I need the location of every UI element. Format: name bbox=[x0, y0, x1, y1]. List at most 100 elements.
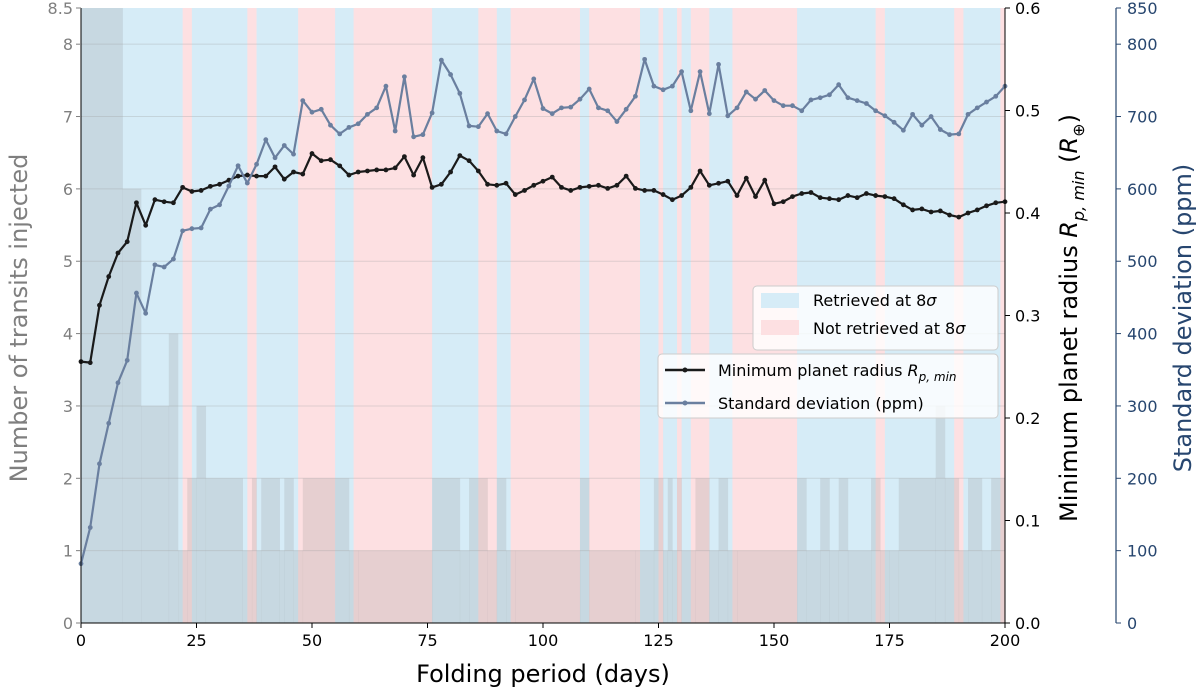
legend-label-not-retrieved: Not retrieved at 8σ bbox=[813, 319, 966, 338]
histogram-bar bbox=[141, 405, 170, 623]
radius-point bbox=[762, 177, 768, 183]
radius-point bbox=[559, 184, 564, 190]
radius-point bbox=[614, 182, 620, 188]
std-point bbox=[152, 262, 158, 268]
histogram-bar bbox=[432, 478, 461, 623]
radius-point bbox=[97, 302, 102, 308]
std-point bbox=[291, 151, 296, 157]
x-tick-label: 75 bbox=[417, 631, 437, 650]
histogram-bar bbox=[838, 478, 849, 623]
radius-point bbox=[725, 178, 731, 184]
left-tick-label: 6 bbox=[63, 180, 73, 199]
histogram-bar bbox=[284, 478, 294, 623]
std-point bbox=[762, 88, 768, 93]
histogram-bar bbox=[635, 550, 655, 623]
radius-point bbox=[633, 186, 638, 191]
std-point bbox=[882, 113, 888, 119]
std-point bbox=[180, 228, 186, 234]
histogram-bar bbox=[829, 550, 839, 623]
histogram-bar bbox=[196, 405, 207, 623]
std-point bbox=[651, 83, 657, 89]
radius-point bbox=[161, 199, 167, 205]
left-tick-label: 8 bbox=[63, 35, 73, 54]
std-point bbox=[374, 105, 380, 111]
std-point bbox=[697, 69, 703, 75]
region-retrieved bbox=[579, 8, 590, 623]
std-point bbox=[402, 74, 407, 80]
radius-point bbox=[522, 188, 527, 193]
x-tick-label: 0 bbox=[76, 631, 86, 650]
std-point bbox=[891, 119, 897, 125]
histogram-bar bbox=[178, 550, 188, 623]
radius-point bbox=[134, 200, 139, 206]
radius-point bbox=[272, 164, 278, 170]
std-point bbox=[633, 93, 638, 99]
std-point bbox=[743, 89, 749, 95]
radius-point bbox=[688, 184, 694, 190]
std-point bbox=[706, 111, 712, 117]
std-point bbox=[115, 380, 121, 386]
std-point bbox=[836, 82, 842, 88]
std-point bbox=[143, 310, 149, 316]
histogram-bar bbox=[205, 478, 243, 623]
radius-point bbox=[198, 188, 204, 193]
std-point bbox=[97, 461, 102, 467]
radius-point bbox=[429, 184, 435, 190]
region-retrieved bbox=[191, 8, 248, 623]
std-point bbox=[420, 132, 426, 138]
histogram-bar bbox=[871, 478, 881, 623]
legend-label-retrieved: Retrieved at 8σ bbox=[813, 291, 937, 310]
radius-point bbox=[577, 184, 583, 190]
radius-point bbox=[669, 197, 675, 203]
histogram-bar bbox=[718, 478, 729, 623]
std-point bbox=[753, 96, 758, 102]
std-point bbox=[124, 357, 130, 363]
std-point bbox=[189, 226, 195, 232]
std-point bbox=[263, 137, 269, 143]
radius-point bbox=[900, 202, 906, 208]
right-2-tick-label: 700 bbox=[1127, 108, 1158, 127]
radius-point bbox=[383, 167, 389, 173]
std-point bbox=[383, 83, 389, 89]
x-tick-label: 25 bbox=[186, 631, 206, 650]
x-tick-label: 175 bbox=[874, 631, 905, 650]
radius-point bbox=[623, 173, 629, 179]
std-point bbox=[790, 103, 795, 109]
std-point bbox=[254, 161, 259, 167]
std-point bbox=[87, 525, 93, 530]
legend-swatch-retrieved bbox=[761, 293, 799, 308]
histogram-bar bbox=[695, 478, 710, 623]
x-tick-label: 100 bbox=[528, 631, 559, 650]
radius-point bbox=[189, 189, 195, 194]
std-point bbox=[780, 103, 786, 109]
std-point bbox=[217, 202, 223, 208]
radius-point bbox=[318, 158, 324, 164]
radius-point bbox=[207, 183, 213, 189]
radius-point bbox=[244, 172, 250, 178]
radius-point bbox=[124, 239, 130, 245]
histogram-bar bbox=[797, 478, 807, 623]
std-point bbox=[669, 83, 675, 89]
histogram-bar bbox=[251, 478, 257, 623]
radius-point bbox=[827, 196, 832, 202]
std-point bbox=[605, 108, 611, 114]
std-point bbox=[910, 111, 915, 117]
right-2-tick-label: 0 bbox=[1127, 614, 1137, 633]
std-point bbox=[974, 105, 980, 111]
histogram-bar bbox=[663, 550, 669, 623]
std-point bbox=[577, 96, 583, 102]
std-point bbox=[337, 131, 343, 137]
radius-point bbox=[596, 182, 601, 188]
std-point bbox=[937, 127, 943, 132]
radius-point bbox=[771, 201, 777, 207]
std-point bbox=[568, 104, 574, 110]
histogram-bar bbox=[358, 550, 433, 623]
x-tick-label: 125 bbox=[643, 631, 674, 650]
radius-point bbox=[152, 197, 158, 203]
radius-point bbox=[328, 157, 333, 163]
transits-histogram bbox=[81, 8, 1006, 623]
histogram-bar bbox=[681, 550, 696, 623]
histogram-bar bbox=[898, 478, 936, 623]
legend-marker-std bbox=[682, 400, 688, 406]
